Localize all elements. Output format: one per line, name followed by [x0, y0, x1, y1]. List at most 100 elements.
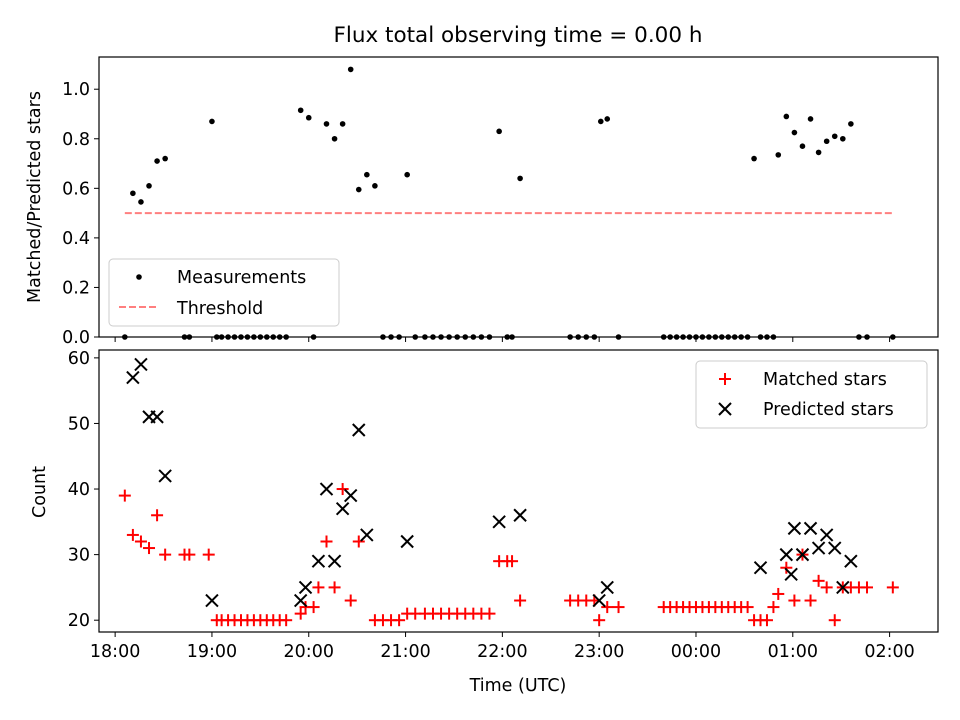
measurement-point [823, 138, 830, 145]
matched-star-point [812, 574, 825, 587]
predicted-star-point [753, 561, 768, 575]
top-y-tick-label: 0.2 [62, 278, 90, 298]
predicted-star-point [600, 580, 614, 595]
predicted-star-stroke-b [327, 554, 342, 568]
measurement-point [831, 133, 838, 140]
matched-star-point [767, 601, 780, 614]
predicted-star-point [828, 541, 842, 555]
matched-star-point [861, 581, 874, 594]
measurement-point [848, 121, 854, 127]
bottom-y-tick-label: 40 [68, 480, 90, 500]
predicted-star-stroke-b [134, 357, 148, 372]
predicted-star-point [844, 554, 858, 568]
predicted-star-point [335, 501, 350, 516]
measurement-point [372, 183, 378, 189]
predicted-star-stroke-b [779, 547, 794, 562]
predicted-star-stroke-b [836, 580, 850, 595]
top-y-tick-label: 1.0 [62, 80, 90, 100]
bottom-y-tick-label: 30 [68, 546, 90, 566]
x-tick-label: 00:00 [671, 642, 721, 662]
matched-star-point [741, 601, 754, 614]
predicted-star-point [803, 521, 818, 536]
predicted-star-point [360, 528, 374, 542]
predicted-star-stroke-b [753, 561, 768, 575]
predicted-star-stroke-b [828, 541, 842, 555]
matched-star-point [307, 601, 320, 614]
matched-star-point [393, 614, 406, 627]
predicted-star-stroke-b [360, 528, 374, 542]
measurement-point [597, 118, 604, 125]
top-y-tick-label: 0.0 [62, 328, 90, 348]
matched-star-point [772, 587, 785, 600]
predicted-star-point [158, 469, 172, 483]
measurement-point [331, 135, 338, 142]
predicted-star-stroke-b [819, 528, 834, 542]
matched-star-point [328, 581, 341, 594]
predicted-star-stroke-b [319, 482, 334, 496]
legend-label-matched: Matched stars [763, 370, 887, 390]
predicted-star-point [293, 593, 308, 608]
predicted-star-stroke-b [803, 521, 818, 536]
top-y-axis-label: Matched/Predicted stars [25, 91, 45, 303]
matched-star-point [506, 555, 519, 568]
measurement-point [604, 116, 611, 122]
matched-star-point [820, 581, 833, 594]
predicted-star-stroke-b [492, 515, 506, 529]
predicted-star-stroke-b [844, 554, 858, 568]
predicted-star-point [352, 423, 366, 437]
bottom-plot-marks [118, 357, 899, 627]
predicted-star-point [343, 488, 358, 503]
matched-star-point [183, 548, 196, 561]
predicted-star-point [298, 580, 313, 595]
matched-star-point [151, 509, 164, 522]
predicted-star-stroke-b [795, 547, 810, 562]
legend-label-measurements: Measurements [177, 268, 306, 288]
matched-star-point [804, 594, 817, 607]
measurement-point [783, 113, 790, 120]
predicted-star-stroke-b [592, 593, 606, 608]
measurement-point [799, 143, 806, 150]
measurement-point [305, 114, 312, 121]
predicted-star-stroke-b [600, 580, 614, 595]
bottom-y-axis-label: Count [30, 466, 50, 518]
top-legend-box [108, 258, 340, 327]
x-tick-label: 02:00 [864, 642, 914, 662]
measurement-point [815, 149, 822, 156]
bottom-y-tick-label: 60 [68, 349, 90, 369]
x-tick-label: 19:00 [187, 642, 237, 662]
predicted-star-point [795, 547, 810, 562]
matched-star-point [280, 614, 293, 627]
legend-marker-matched [719, 373, 731, 385]
measurement-point [791, 129, 798, 136]
predicted-star-stroke-b [205, 593, 219, 608]
matched-star-point [294, 607, 307, 620]
matched-star-point [336, 483, 349, 496]
matched-star-point [118, 489, 131, 502]
measurement-point [364, 171, 370, 178]
predicted-star-point [319, 482, 334, 496]
measurement-point [138, 199, 144, 205]
top-legend: Measurements Threshold [108, 258, 340, 327]
matched-star-point [601, 601, 614, 614]
matched-star-point [134, 535, 147, 548]
top-plot-marks [122, 66, 896, 340]
matched-star-point [483, 607, 496, 620]
measurement-point [209, 118, 215, 125]
predicted-star-stroke-b [158, 469, 172, 483]
predicted-star-stroke-b [352, 423, 366, 437]
predicted-star-stroke-b [311, 554, 326, 568]
x-tick-label: 18:00 [90, 642, 140, 662]
predicted-star-stroke-b [298, 580, 313, 595]
legend-marker-measurements [136, 274, 142, 280]
predicted-star-point [836, 580, 850, 595]
predicted-star-point [311, 554, 326, 568]
measurement-point [162, 155, 168, 162]
predicted-star-stroke-b [150, 410, 164, 424]
matched-star-point [352, 535, 365, 548]
measurement-point [807, 116, 814, 122]
predicted-star-point [819, 528, 834, 542]
measurement-point [146, 183, 152, 189]
predicted-star-stroke-b [513, 508, 527, 522]
matched-star-point [828, 614, 841, 627]
